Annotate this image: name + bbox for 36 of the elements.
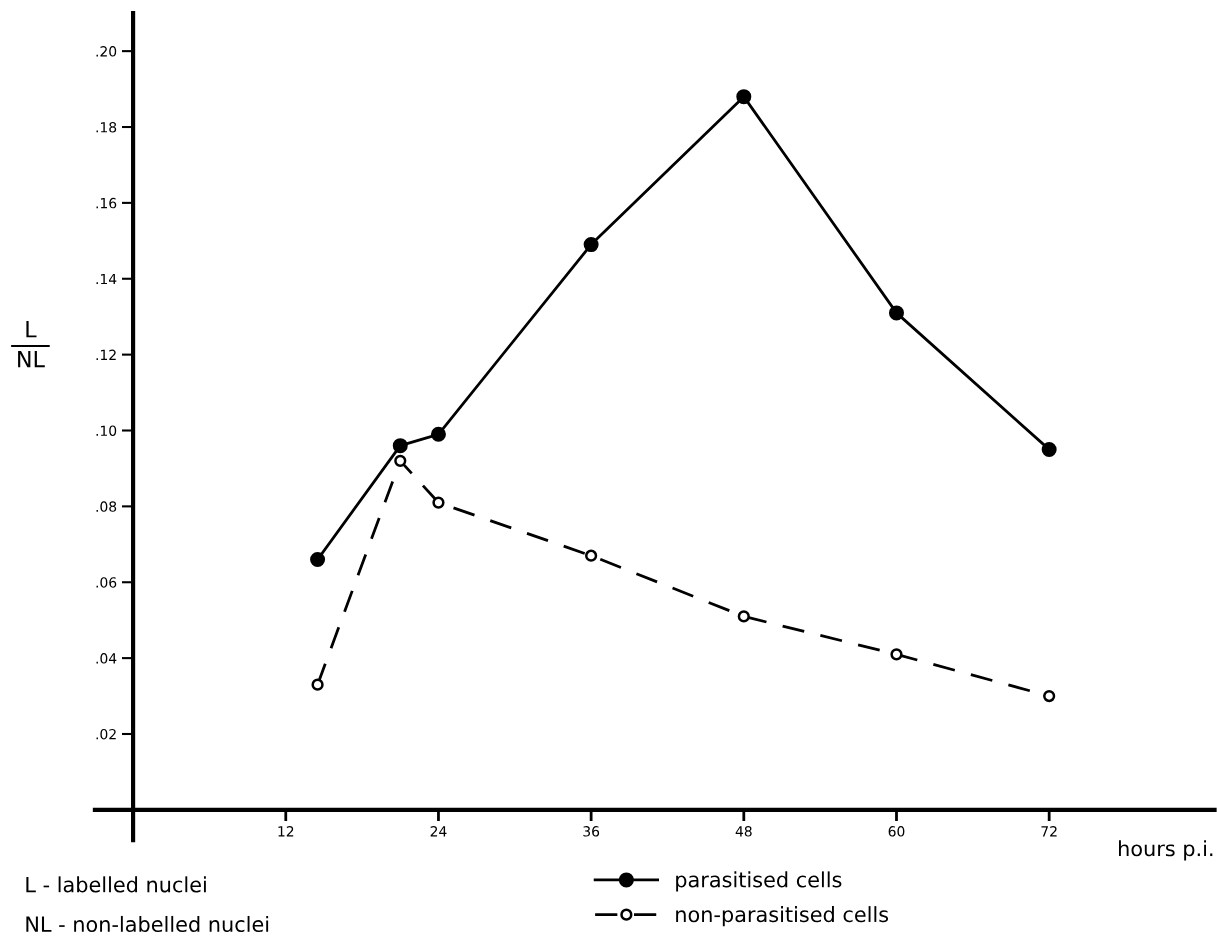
point	[311, 678, 324, 691]
point	[585, 549, 598, 562]
x-tick-label: 60	[888, 826, 905, 837]
legend-label: non-parasitised cells	[676, 906, 889, 927]
y-tick-label: .18	[96, 121, 117, 133]
y-tick-label: .08	[96, 501, 117, 512]
legend-label: parasitised cells	[676, 871, 842, 892]
text: L - labelled nuclei	[26, 876, 206, 893]
text: NL - non-labelled nuclei	[26, 915, 269, 933]
x-tick-label: 36	[583, 826, 600, 837]
y-tick-label: .12	[96, 349, 116, 360]
point	[392, 438, 408, 454]
point	[583, 237, 599, 253]
point	[310, 551, 326, 567]
point	[1043, 689, 1056, 703]
x-tick-label: 24	[430, 826, 447, 837]
point	[737, 610, 750, 623]
y-tick-label: .04	[96, 653, 117, 664]
point	[888, 305, 904, 321]
y-tick-label: .10	[96, 425, 117, 436]
y-tick-label: .16	[96, 197, 117, 209]
point	[430, 426, 446, 442]
x-tick-label: 72	[1041, 826, 1057, 837]
y-tick-label: .20	[96, 46, 117, 57]
point	[432, 496, 445, 509]
point	[1041, 441, 1057, 457]
point	[890, 648, 903, 661]
x-tick-label: 12	[278, 826, 294, 837]
y-tick-label: .02	[96, 728, 116, 740]
x-axis-title: hours p.i.	[1119, 840, 1213, 861]
y-tick-label: .14	[96, 273, 117, 285]
point	[394, 454, 407, 467]
point	[736, 89, 752, 105]
y-tick-label: .06	[96, 577, 117, 588]
y-axis-title: L NL	[18, 321, 45, 368]
x-tick-label: 48	[735, 826, 752, 837]
